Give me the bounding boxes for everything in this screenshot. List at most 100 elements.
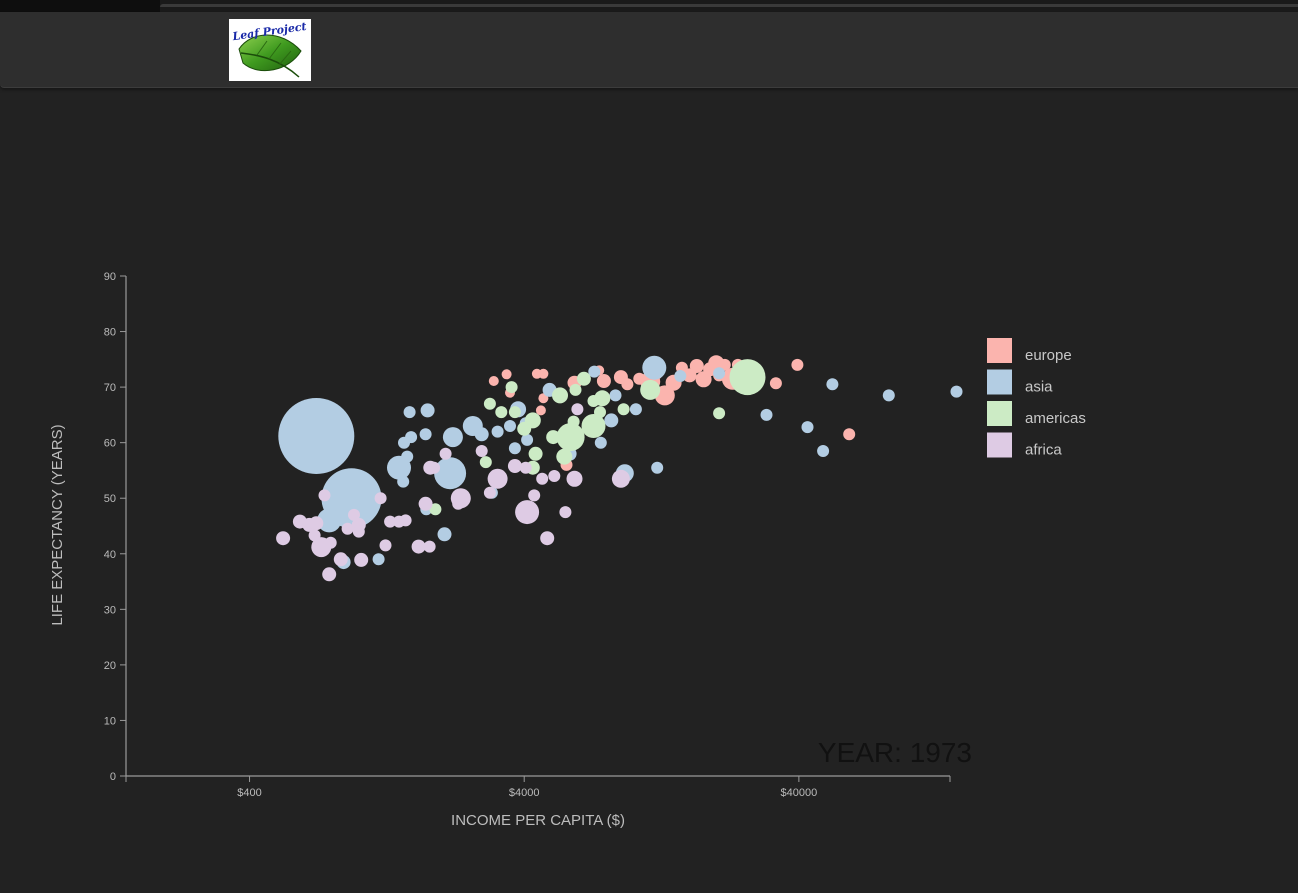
bubble-africa[interactable] [348, 508, 360, 521]
bubble-asia[interactable] [713, 367, 726, 380]
bubble-asia[interactable] [420, 403, 435, 418]
bubble-americas[interactable] [429, 503, 442, 516]
bubble-africa[interactable] [540, 531, 555, 546]
bubble-africa[interactable] [276, 531, 291, 546]
bubble-africa[interactable] [571, 403, 584, 416]
bubble-europe[interactable] [689, 359, 704, 373]
leaf-project-logo[interactable]: Leaf Project [229, 19, 311, 81]
bubble-africa[interactable] [475, 445, 488, 457]
bubble-africa[interactable] [341, 522, 354, 535]
bubble-americas[interactable] [556, 448, 573, 465]
bubble-americas[interactable] [713, 407, 726, 420]
bubble-americas[interactable] [729, 359, 766, 396]
bubble-americas[interactable] [567, 415, 580, 428]
bubble-europe[interactable] [488, 376, 499, 386]
bubble-asia[interactable] [674, 370, 687, 382]
bubble-americas[interactable] [552, 387, 568, 404]
bubble-europe[interactable] [621, 378, 634, 391]
bubble-asia[interactable] [401, 450, 414, 463]
bubble-africa[interactable] [536, 472, 549, 485]
bubble-asia[interactable] [323, 439, 348, 463]
bubble-africa[interactable] [515, 500, 540, 525]
bubble-europe[interactable] [501, 369, 512, 380]
bubble-africa[interactable] [439, 447, 452, 460]
bubble-africa[interactable] [452, 497, 465, 510]
bubble-africa[interactable] [528, 489, 541, 502]
bubble-africa[interactable] [384, 515, 397, 528]
bubble-europe[interactable] [769, 377, 782, 390]
bubble-africa[interactable] [483, 486, 496, 499]
bubble-europe[interactable] [596, 374, 611, 388]
bubble-asia[interactable] [437, 527, 452, 542]
bubble-africa[interactable] [559, 506, 572, 519]
bubble-americas[interactable] [569, 383, 582, 396]
bubble-africa[interactable] [507, 459, 522, 473]
bubble-europe[interactable] [791, 358, 804, 371]
bubble-americas[interactable] [594, 390, 611, 407]
bubble-asia[interactable] [491, 425, 504, 438]
bubble-asia[interactable] [826, 378, 839, 391]
bubble-africa[interactable] [324, 536, 337, 549]
bubble-africa[interactable] [374, 492, 387, 505]
bubble-americas[interactable] [483, 397, 496, 410]
bubble-europe[interactable] [535, 405, 546, 416]
bubble-asia[interactable] [403, 406, 416, 419]
bubble-asia[interactable] [609, 389, 622, 402]
bubble-africa[interactable] [318, 489, 331, 502]
bubble-africa[interactable] [418, 496, 433, 511]
bubble-americas[interactable] [505, 381, 518, 394]
bubble-americas[interactable] [508, 406, 521, 419]
bubble-americas[interactable] [617, 403, 630, 416]
bubble-americas[interactable] [495, 406, 508, 419]
bubble-asia[interactable] [521, 433, 534, 446]
bubble-asia[interactable] [372, 553, 385, 566]
bubble-africa[interactable] [352, 525, 365, 538]
bubble-asia[interactable] [397, 475, 410, 488]
bubble-americas[interactable] [594, 406, 606, 419]
bubble-asia[interactable] [801, 421, 814, 434]
bubble-africa[interactable] [379, 539, 392, 552]
bubble-africa[interactable] [487, 468, 508, 489]
bubble-asia[interactable] [604, 413, 619, 428]
bubble-asia[interactable] [398, 436, 410, 449]
bubble-africa[interactable] [548, 470, 561, 482]
bubble-americas[interactable] [546, 430, 561, 445]
bubble-asia[interactable] [629, 403, 642, 416]
bubble-africa[interactable] [309, 516, 324, 531]
bubble-americas[interactable] [524, 412, 541, 429]
bubble-asia[interactable] [642, 355, 667, 380]
bubble-asia[interactable] [882, 389, 895, 402]
bubble-americas[interactable] [581, 414, 606, 438]
bubble-africa[interactable] [519, 461, 532, 474]
bubble-asia[interactable] [317, 508, 342, 533]
bubble-americas[interactable] [640, 379, 661, 400]
bubble-asia[interactable] [442, 427, 463, 448]
bubble-asia[interactable] [474, 427, 489, 442]
bubble-asia[interactable] [651, 461, 664, 474]
bubble-africa[interactable] [333, 552, 348, 567]
bubble-africa[interactable] [399, 514, 412, 527]
bubble-asia[interactable] [419, 428, 432, 441]
bubble-europe[interactable] [538, 368, 549, 379]
bubble-asia[interactable] [504, 420, 516, 432]
bubble-asia[interactable] [508, 442, 521, 455]
bubble-africa[interactable] [354, 552, 369, 567]
bubble-africa[interactable] [611, 469, 630, 488]
bubble-americas[interactable] [576, 371, 591, 386]
bubble-africa[interactable] [411, 539, 426, 554]
bubble-europe[interactable] [843, 428, 856, 441]
bubble-americas[interactable] [528, 446, 543, 461]
bubble-asia[interactable] [434, 457, 467, 490]
bubble-asia[interactable] [594, 436, 607, 449]
bubble-asia[interactable] [950, 385, 963, 398]
bubble-africa[interactable] [566, 470, 583, 487]
bubble-africa[interactable] [428, 461, 441, 474]
bubble-asia[interactable] [817, 445, 830, 457]
bubble-asia[interactable] [278, 398, 355, 474]
bubble-africa[interactable] [322, 567, 337, 582]
bubble-asia[interactable] [760, 408, 773, 421]
bubble-africa[interactable] [423, 540, 436, 553]
bubble-americas[interactable] [479, 456, 492, 469]
bubble-americas[interactable] [556, 423, 585, 452]
bubble-asia[interactable] [588, 365, 601, 378]
